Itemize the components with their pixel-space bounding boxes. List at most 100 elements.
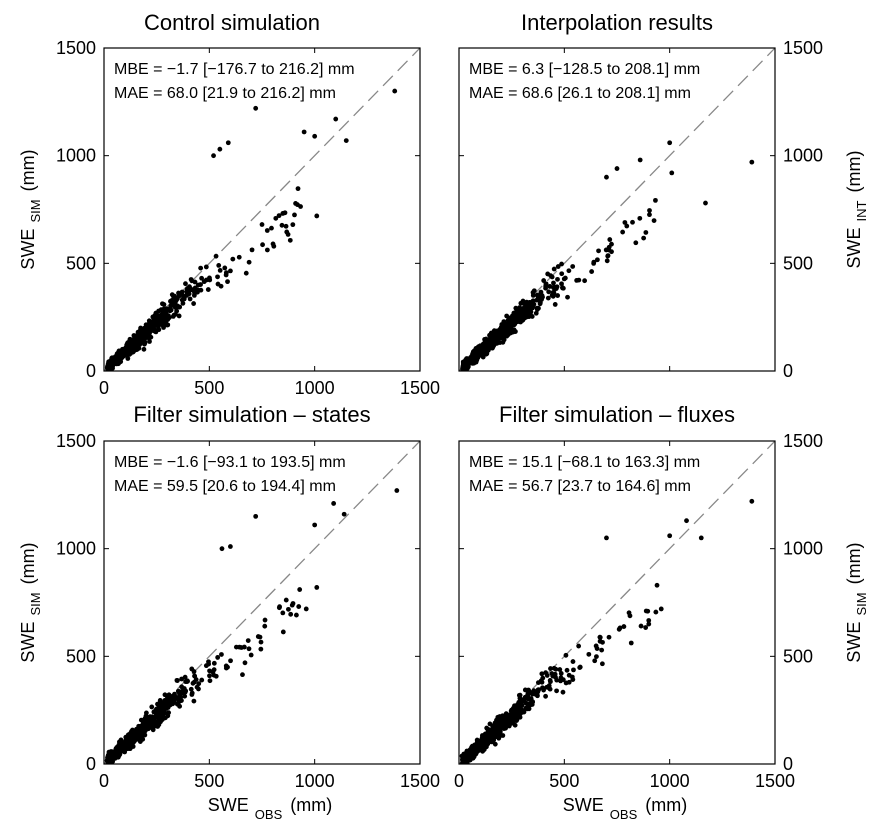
scatter-point xyxy=(343,138,349,143)
scatter-point xyxy=(285,232,291,237)
scatter-point xyxy=(129,345,135,351)
scatter-point xyxy=(166,313,171,319)
scatter-point xyxy=(145,330,151,336)
scatter-point xyxy=(248,652,254,658)
scatter-points xyxy=(104,88,398,371)
scatter-point xyxy=(698,535,704,541)
scatter-point xyxy=(529,314,535,319)
scatter-point xyxy=(594,654,599,660)
scatter-point xyxy=(605,253,611,259)
y-tick-label: 1500 xyxy=(783,38,823,58)
scatter-point xyxy=(566,672,572,678)
scatter-point xyxy=(491,328,497,334)
scatter-point xyxy=(292,212,297,218)
y-tick-label: 1500 xyxy=(56,38,96,58)
y-tick-label: 0 xyxy=(86,361,96,381)
scatter-point xyxy=(225,279,230,285)
y-label-unit: (mm) xyxy=(18,542,38,584)
scatter-point xyxy=(501,337,507,343)
scatter-point xyxy=(530,298,536,304)
scatter-point xyxy=(160,310,166,315)
scatter-point xyxy=(586,651,592,657)
scatter-point xyxy=(106,366,112,371)
scatter-point xyxy=(217,146,223,152)
y-label-unit: (mm) xyxy=(844,151,864,193)
scatter-point xyxy=(503,330,509,335)
scatter-point xyxy=(651,218,657,224)
scatter-point xyxy=(499,716,505,722)
scatter-point xyxy=(143,710,149,716)
scatter-points xyxy=(460,140,755,371)
scatter-point xyxy=(295,186,301,192)
scatter-point xyxy=(462,760,468,764)
scatter-point xyxy=(258,639,264,645)
chart-panel-3: Filter simulation – states 00 500 500 1000 10… xyxy=(18,402,440,822)
scatter-point xyxy=(157,715,163,721)
scatter-point xyxy=(565,294,570,300)
scatter-point xyxy=(496,727,502,732)
stats-annotation: MBE = 6.3 [−128.5 to 208.1] mm xyxy=(469,61,700,78)
scatter-point xyxy=(153,310,159,316)
scatter-point xyxy=(494,340,500,346)
scatter-point xyxy=(489,739,495,745)
x-tick-label: 1500 xyxy=(400,771,440,791)
y-label-unit: (mm) xyxy=(844,542,864,584)
scatter-point xyxy=(215,281,221,287)
scatter-point xyxy=(488,734,494,740)
scatter-point xyxy=(157,699,163,705)
scatter-point xyxy=(394,488,400,493)
scatter-point xyxy=(282,210,288,216)
scatter-point xyxy=(174,677,180,683)
scatter-point xyxy=(283,597,289,603)
scatter-point xyxy=(600,639,605,645)
scatter-point xyxy=(549,671,555,676)
scatter-point xyxy=(589,269,595,274)
scatter-point xyxy=(216,262,222,268)
scatter-point xyxy=(561,276,567,282)
scatter-point xyxy=(474,750,479,756)
scatter-point xyxy=(262,623,268,629)
x-axis-label: SWE OBS (mm) xyxy=(208,795,332,822)
scatter-point xyxy=(667,140,673,146)
scatter-point xyxy=(604,535,609,541)
scatter-point xyxy=(517,708,523,714)
stats-annotation: MAE = 68.6 [26.1 to 208.1] mm xyxy=(469,85,691,102)
scatter-point xyxy=(596,248,601,254)
scatter-point xyxy=(515,702,521,708)
x-label-main: SWE xyxy=(208,795,249,815)
y-label-subscript: INT xyxy=(854,200,869,221)
scatter-point xyxy=(480,748,485,754)
y-label-subscript: SIM xyxy=(854,592,869,615)
stats-annotation: MAE = 68.0 [21.9 to 216.2] mm xyxy=(114,85,336,102)
scatter-point xyxy=(286,606,291,612)
scatter-point xyxy=(614,166,620,171)
scatter-point xyxy=(555,264,561,269)
scatter-point xyxy=(211,672,217,678)
scatter-point xyxy=(626,610,632,616)
y-label-main: SWE xyxy=(844,622,864,663)
scatter-point xyxy=(288,611,294,617)
scatter-point xyxy=(179,289,185,295)
scatter-point xyxy=(606,634,612,640)
scatter-point xyxy=(186,291,192,297)
scatter-point xyxy=(490,344,496,350)
x-label-subscript: OBS xyxy=(255,807,283,822)
scatter-point xyxy=(646,618,652,623)
scatter-point xyxy=(276,213,282,219)
scatter-point xyxy=(638,623,644,629)
scatter-point xyxy=(118,749,124,755)
scatter-point xyxy=(471,754,477,760)
scatter-point xyxy=(152,720,158,726)
scatter-point xyxy=(560,285,566,291)
scatter-point xyxy=(518,300,524,306)
x-tick-label: 500 xyxy=(194,378,224,398)
scatter-point xyxy=(554,688,559,694)
scatter-point xyxy=(485,339,491,345)
scatter-point xyxy=(536,297,542,303)
x-tick-label: 500 xyxy=(194,771,224,791)
scatter-point xyxy=(296,604,302,609)
scatter-point xyxy=(245,638,251,644)
y-tick-label: 1000 xyxy=(783,539,823,559)
scatter-point xyxy=(179,676,185,682)
